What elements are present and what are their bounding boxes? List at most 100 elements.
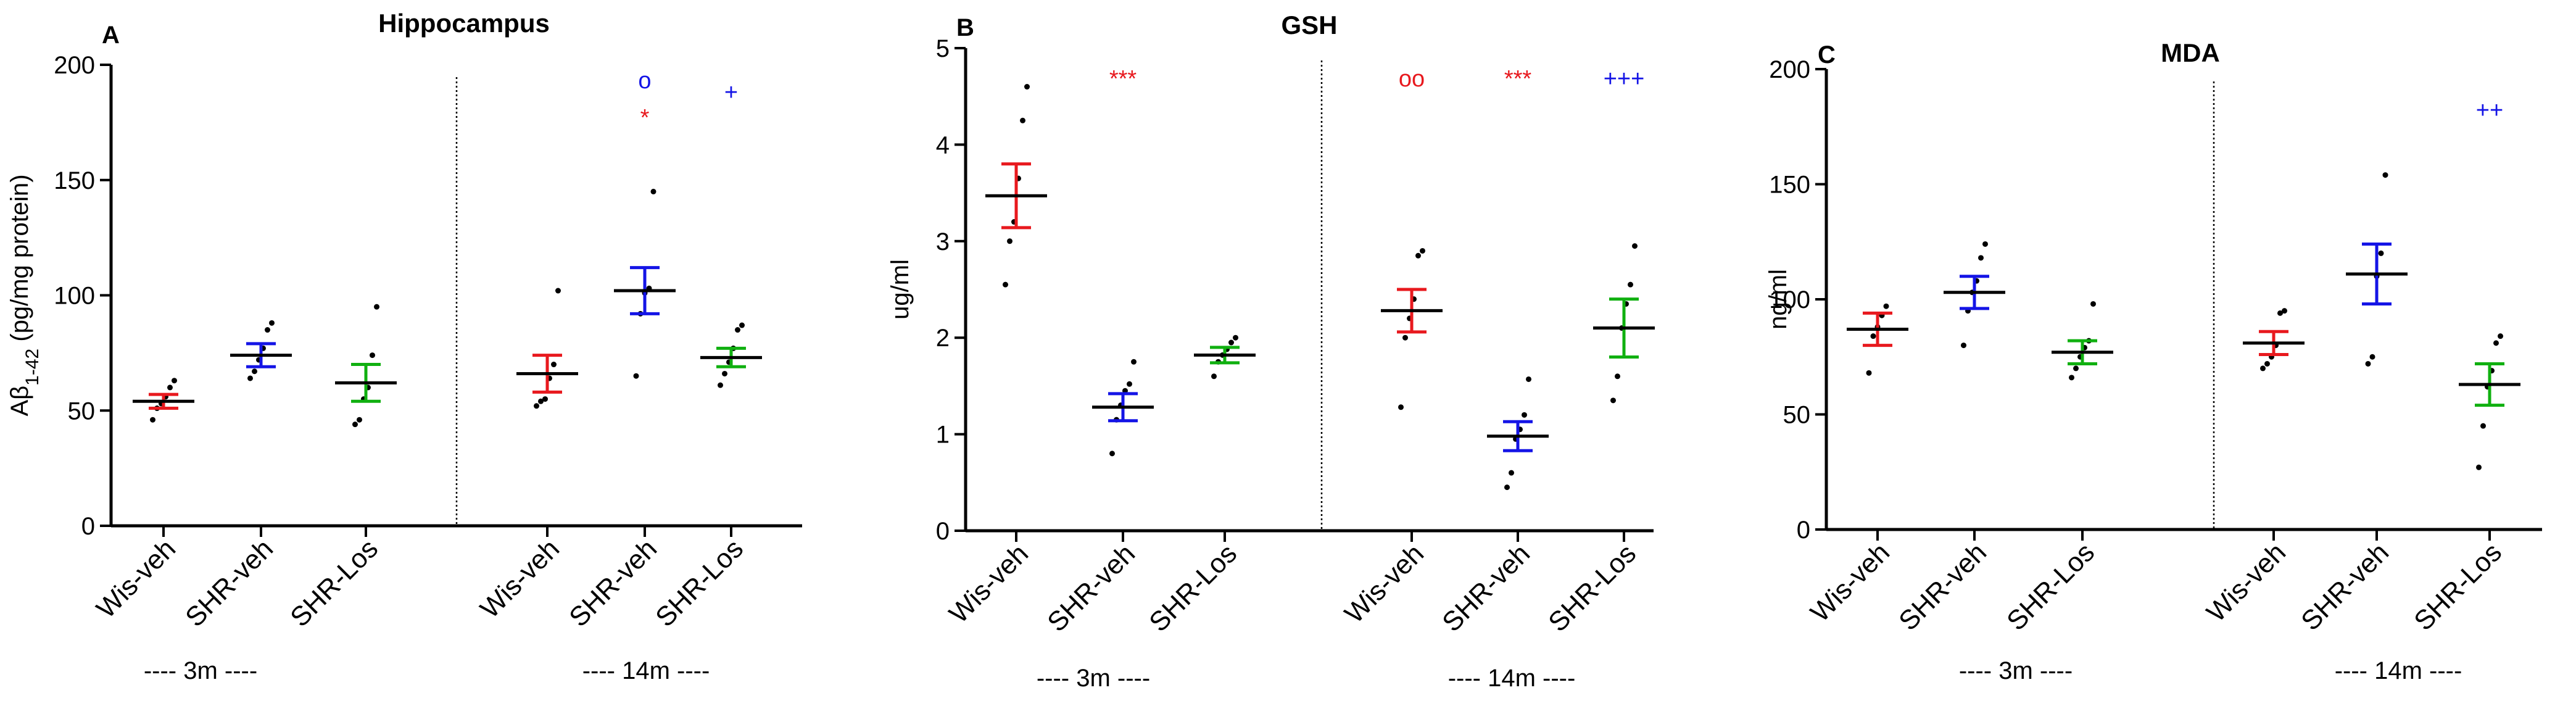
y-tick-label: 100 <box>54 283 95 310</box>
panel-letter: B <box>956 14 974 41</box>
x-tick-label: SHR-veh <box>180 533 279 633</box>
y-axis-label: Aβ1-42 (pg/mg protein) <box>6 174 43 416</box>
data-point <box>551 362 557 368</box>
data-point <box>2480 423 2486 429</box>
y-tick-label: 0 <box>1797 517 1810 544</box>
data-point <box>1982 241 1988 247</box>
data-point <box>2282 308 2287 314</box>
data-point <box>1109 451 1115 457</box>
y-tick-label: 0 <box>81 513 95 540</box>
data-point <box>2382 172 2388 178</box>
x-tick-label: Wis-veh <box>1339 538 1430 629</box>
data-point <box>1228 339 1234 346</box>
data-point <box>739 322 745 328</box>
data-point <box>650 188 656 194</box>
data-point <box>265 327 270 333</box>
data-point <box>1632 243 1638 249</box>
x-tick-label: SHR-veh <box>1893 537 1992 636</box>
y-tick-label: 200 <box>54 52 95 79</box>
panel-title: Hippocampus <box>378 9 550 38</box>
data-point <box>1526 376 1531 382</box>
significance-marker: o <box>638 68 651 94</box>
data-point <box>167 384 173 391</box>
x-tick-label: Wis-veh <box>2201 537 2292 628</box>
data-point <box>2378 250 2384 256</box>
x-tick-label: Wis-veh <box>91 533 181 624</box>
data-point <box>1509 470 1514 476</box>
data-point <box>357 417 362 423</box>
data-point <box>352 422 358 428</box>
x-tick-label: SHR-Los <box>2001 537 2100 636</box>
data-point <box>1504 484 1510 491</box>
data-point <box>150 417 155 423</box>
y-axis-label: ug/ml <box>887 259 914 320</box>
data-point <box>2476 464 2482 470</box>
x-tick-label: SHR-Los <box>1543 538 1642 637</box>
data-point <box>718 382 723 388</box>
data-point <box>2493 340 2499 346</box>
data-point <box>172 378 177 384</box>
significance-marker: *** <box>1109 66 1137 92</box>
data-point <box>1007 238 1013 244</box>
data-point <box>370 352 375 359</box>
data-point <box>1610 397 1616 404</box>
x-tick-label: SHR-Los <box>2408 537 2508 636</box>
data-point <box>252 368 257 375</box>
y-tick-label: 200 <box>1769 56 1810 83</box>
x-tick-label: Wis-veh <box>1805 537 1895 628</box>
x-tick-label: SHR-veh <box>1436 538 1536 637</box>
y-tick-label: 4 <box>936 131 950 159</box>
y-tick-label: 3 <box>936 228 950 255</box>
data-point <box>1883 303 1889 309</box>
data-point <box>2260 365 2266 372</box>
data-point <box>2073 365 2079 372</box>
x-tick-label: SHR-Los <box>1143 538 1243 637</box>
data-point <box>1024 84 1030 90</box>
data-point <box>1978 255 1984 261</box>
y-tick-label: 50 <box>68 397 96 425</box>
significance-marker: +++ <box>1604 66 1645 92</box>
data-point <box>1131 359 1137 365</box>
data-point <box>1420 247 1425 254</box>
significance-marker: ++ <box>2476 98 2503 123</box>
group-label: ---- 14m ---- <box>582 657 710 684</box>
data-point <box>1415 252 1421 259</box>
y-tick-label: 1 <box>936 422 950 449</box>
data-point <box>1615 373 1620 380</box>
data-point <box>2277 310 2283 316</box>
data-point <box>1628 281 1633 288</box>
data-point <box>538 398 544 404</box>
chart-panel-a: A Hippocampus 0 50 100 150 200 Aβ1-42 (pg/mg pr… <box>6 9 802 684</box>
data-point <box>1866 370 1872 376</box>
y-tick-label: 50 <box>1783 402 1811 429</box>
group-label: ---- 14m ---- <box>1448 665 1576 692</box>
data-point <box>1127 381 1132 387</box>
data-point <box>1870 333 1876 339</box>
data-point <box>542 396 548 402</box>
data-point <box>374 304 379 310</box>
group-label: ---- 3m ---- <box>1037 665 1150 692</box>
data-point <box>1402 334 1408 341</box>
data-point <box>269 320 275 326</box>
data-point <box>1020 117 1025 123</box>
x-tick-label: SHR-veh <box>2295 537 2395 636</box>
y-tick-label: 5 <box>936 35 950 62</box>
y-tick-label: 0 <box>936 518 950 545</box>
data-point <box>2365 360 2371 367</box>
data-point <box>247 375 253 381</box>
data-point <box>2498 333 2503 339</box>
y-axis-label: ng/ml <box>1765 269 1792 330</box>
x-tick-label: SHR-Los <box>284 533 384 633</box>
x-tick-label: Wis-veh <box>474 533 565 624</box>
data-point <box>1961 343 1966 349</box>
group-label: ---- 14m ---- <box>2335 657 2462 684</box>
data-point <box>2069 375 2074 381</box>
data-point <box>722 370 727 376</box>
y-tick-label: 150 <box>1769 172 1810 199</box>
data-point <box>1398 404 1404 410</box>
data-point <box>1003 281 1008 288</box>
significance-marker: oo <box>1399 66 1425 92</box>
